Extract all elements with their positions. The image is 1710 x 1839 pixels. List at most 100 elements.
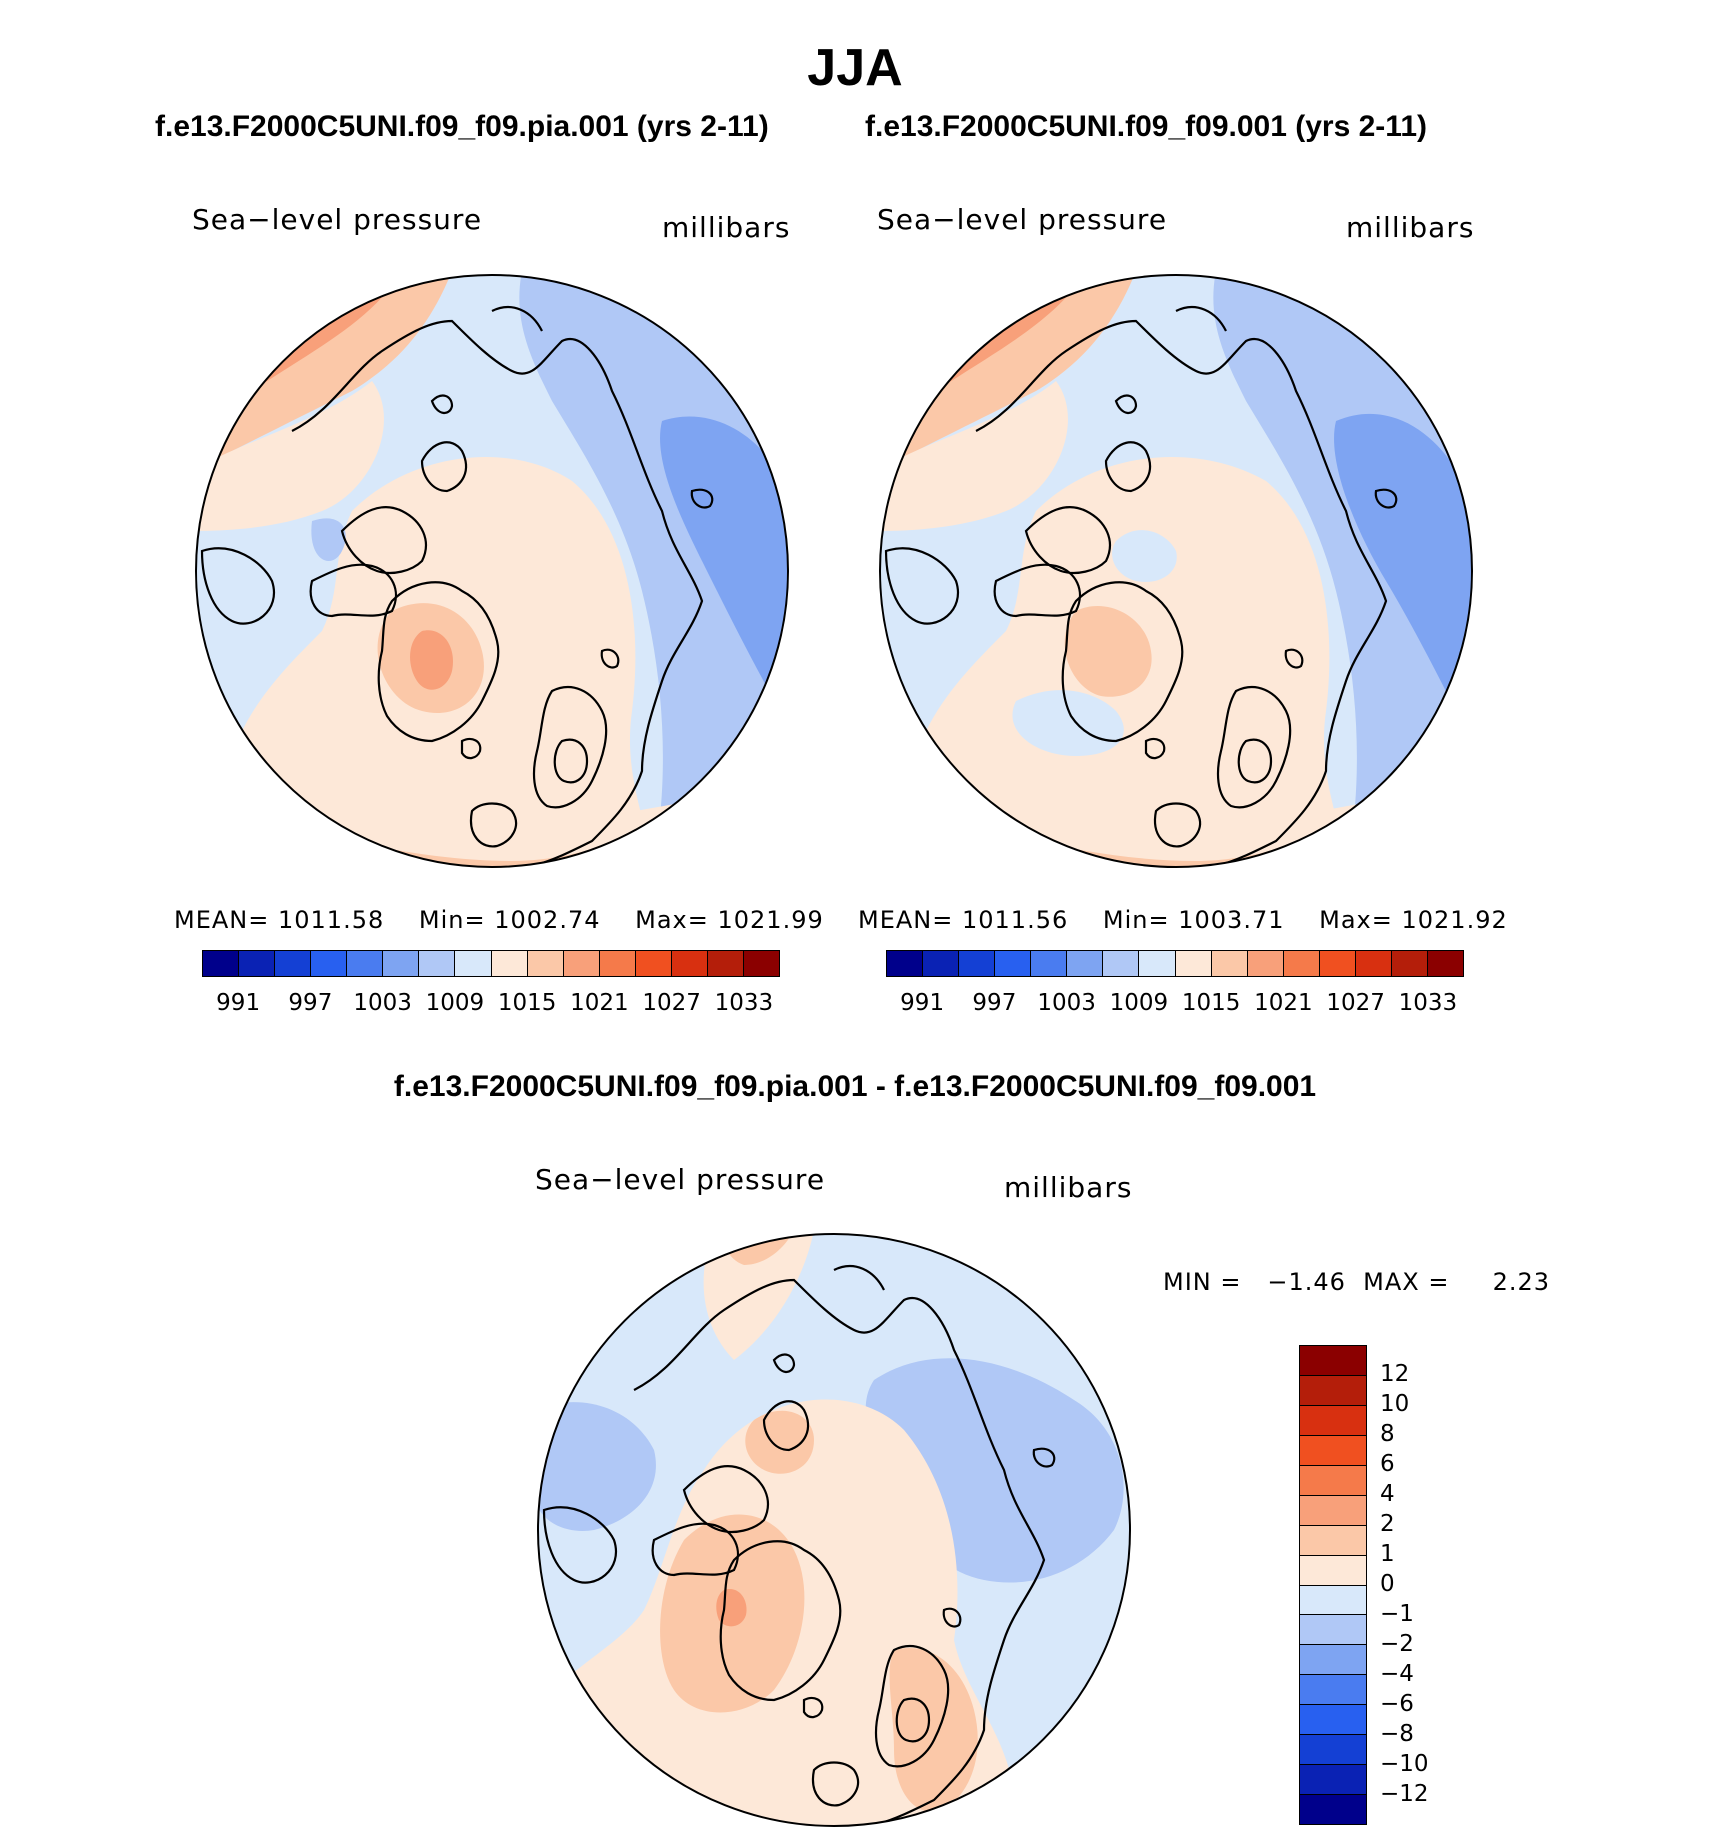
colorbar-tick-label: 6 [1380,1451,1395,1477]
colorbar-tick-label: 1015 [497,990,557,1016]
panel1-fill-blue-east [519,275,788,867]
panel3-minmax: MIN = −1.46 MAX = 2.23 [1163,1268,1551,1296]
panel3-units-label: millibars [1004,1171,1133,1204]
colorbar-tick-label: 1033 [714,990,774,1016]
panel1-map-border [195,274,789,868]
panel2-max-label: Max= [1319,906,1393,934]
colorbar-tick-label: −2 [1380,1631,1414,1657]
colorbar-swatch [1427,951,1463,976]
panel3-fill-scandinavia-pink [889,1648,978,1812]
panel2-fill-greenland-high [1064,605,1152,697]
panel1-max-label: Max= [635,906,709,934]
panel3-fill-pink-arc [745,1410,814,1474]
colorbar-swatch [347,951,384,976]
panel3-variable-label: Sea−level pressure [535,1163,826,1196]
colorbar-swatch [1391,951,1428,976]
panel2-polar-map [879,274,1473,868]
colorbar-tick-label: 10 [1380,1391,1410,1417]
colorbar-swatch [311,951,348,976]
diff-colorbar [1299,1345,1367,1825]
colorbar-swatch [1300,1675,1366,1706]
panel1-fill-blue-east-deep [660,416,788,731]
colorbar-tick-label: 1009 [425,990,485,1016]
panel3-polar-map [537,1233,1131,1827]
panel1-units-label: millibars [662,211,791,244]
panel1-fill-light-band-west [196,381,384,531]
colorbar-swatch [1300,1346,1366,1376]
colorbar-tick-label: 0 [1380,1571,1395,1597]
panel2-variable-label: Sea−level pressure [877,203,1168,236]
panel1-colorbar-labels: 991 997 1003 1009 1015 1021 1027 1033 [202,990,780,1020]
panel2-stats: MEAN= 1011.56 Min= 1003.71 Max= 1021.92 [858,906,1508,934]
colorbar-tick-label: 1015 [1181,990,1241,1016]
colorbar-swatch [959,951,996,976]
colorbar-swatch [527,951,564,976]
colorbar-swatch [1355,951,1392,976]
panel1-mean-label: MEAN= [174,906,270,934]
colorbar-swatch [995,951,1032,976]
colorbar-swatch [1175,951,1212,976]
colorbar-swatch [887,951,924,976]
colorbar-swatch [1300,1465,1366,1496]
colorbar-swatch [1283,951,1320,976]
panel2-coastlines [884,306,1398,867]
colorbar-swatch [1300,1525,1366,1556]
colorbar-swatch [1247,951,1284,976]
colorbar-tick-label: 1027 [1326,990,1385,1016]
colorbar-tick-label: −10 [1380,1751,1429,1777]
panel1-fill-blue-patch [311,518,346,561]
colorbar-swatch [239,951,276,976]
colorbar-swatch [491,951,528,976]
colorbar-tick-label: 997 [972,990,1017,1016]
colorbar-tick-label: 12 [1380,1361,1410,1387]
panel2-fill-blue-east [1213,275,1472,867]
colorbar-swatch [203,951,240,976]
colorbar-tick-label: 1003 [1037,990,1096,1016]
colorbar-tick-label: 8 [1380,1421,1395,1447]
panel1-min-value: 1002.74 [494,906,601,934]
colorbar-tick-label: −4 [1380,1661,1414,1687]
colorbar-tick-label: −1 [1380,1601,1414,1627]
colorbar-swatch [275,951,312,976]
colorbar-swatch [1300,1795,1366,1824]
colorbar-swatch [1300,1405,1366,1436]
case2-title: f.e13.F2000C5UNI.f09_f09.001 (yrs 2-11) [865,110,1428,143]
panel2-map-border [879,274,1473,868]
panel1-stats: MEAN= 1011.58 Min= 1002.74 Max= 1021.99 [174,906,824,934]
colorbar-swatch [1067,951,1104,976]
panel2-colorbar [886,950,1464,977]
panel1-polar-map [195,274,789,868]
colorbar-swatch [635,951,672,976]
colorbar-tick-label: 1021 [570,990,629,1016]
colorbar-swatch [707,951,744,976]
panel3-map-border [537,1233,1131,1827]
case1-title: f.e13.F2000C5UNI.f09_f09.pia.001 (yrs 2-… [155,110,769,143]
colorbar-tick-label: 1 [1380,1541,1395,1567]
colorbar-swatch [1300,1735,1366,1766]
colorbar-swatch [1300,1495,1366,1526]
colorbar-tick-label: 1033 [1398,990,1458,1016]
panel2-mean-label: MEAN= [858,906,954,934]
colorbar-swatch [1139,951,1176,976]
panel2-fill-blue-east-deep [1334,413,1472,751]
colorbar-tick-label: −8 [1380,1721,1414,1747]
panel2-colorbar-labels: 991 997 1003 1009 1015 1021 1027 1033 [886,990,1464,1020]
panel2-fill-blue-pocket [1112,530,1177,582]
colorbar-swatch [1300,1555,1366,1586]
panel1-min-label: Min= [418,906,486,934]
diff-title: f.e13.F2000C5UNI.f09_f09.pia.001 - f.e13… [393,1070,1317,1103]
panel2-min-label: Min= [1102,906,1170,934]
diff-colorbar-labels: 12 10 8 6 4 2 1 0 −1 −2 −4 −6 −8 −10 −12 [1380,1345,1460,1825]
figure-title: JJA [807,39,903,97]
panel2-fill-blue-iceland [1012,690,1124,756]
colorbar-swatch [383,951,420,976]
panel1-mean-value: 1011.58 [278,906,385,934]
panel1-coastlines [200,306,714,867]
colorbar-tick-label: 1021 [1254,990,1313,1016]
colorbar-swatch [1300,1375,1366,1406]
colorbar-tick-label: −12 [1380,1781,1429,1807]
panel3-fill-north-light [703,1234,814,1360]
colorbar-swatch [563,951,600,976]
colorbar-tick-label: 4 [1380,1481,1395,1507]
colorbar-swatch [1300,1705,1366,1736]
